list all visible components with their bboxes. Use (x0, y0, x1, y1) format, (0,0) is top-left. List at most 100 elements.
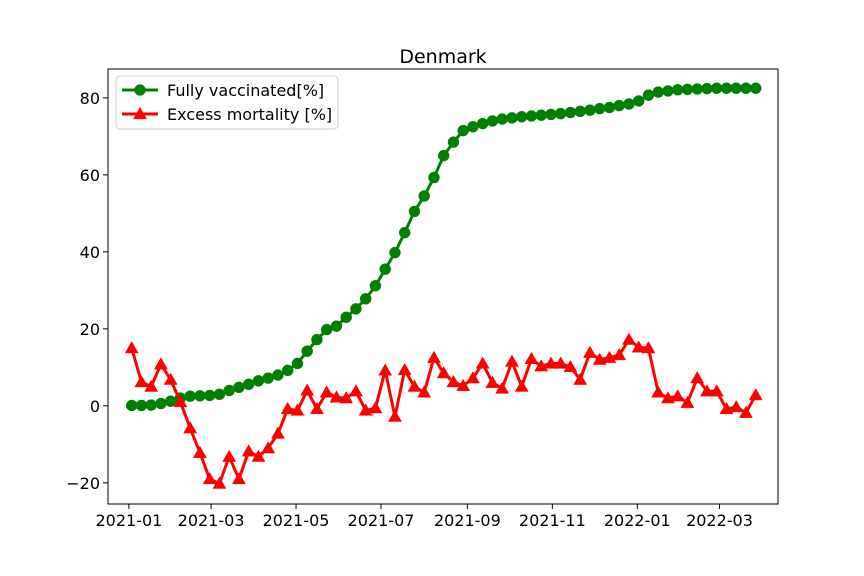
x-tick-label: 2021-09 (434, 511, 501, 530)
data-point-circle (730, 82, 742, 94)
data-point-triangle (748, 388, 763, 401)
data-point-triangle (397, 363, 412, 376)
data-point-triangle (193, 445, 207, 458)
data-point-triangle (592, 352, 607, 365)
data-point-circle (125, 399, 138, 412)
data-point-triangle (339, 391, 354, 404)
data-point-circle (369, 279, 382, 292)
data-point-circle (506, 112, 518, 124)
data-point-circle (320, 323, 333, 336)
legend-marker (134, 84, 146, 96)
data-point-circle (350, 303, 362, 315)
data-point-circle (720, 82, 733, 94)
chart-title: Denmark (399, 46, 486, 68)
data-point-triangle (202, 471, 217, 485)
data-point-triangle (222, 449, 237, 462)
data-point-circle (233, 381, 245, 394)
data-point-circle (574, 105, 586, 118)
data-point-circle (710, 82, 723, 94)
y-tick-label: 0 (90, 397, 100, 416)
legend-item: Excess mortality [%] (122, 105, 332, 124)
data-point-circle (632, 95, 645, 107)
x-tick-label: 2021-07 (348, 511, 415, 530)
data-point-circle (564, 106, 577, 119)
x-tick-label: 2021-11 (519, 511, 586, 530)
data-point-triangle (583, 345, 597, 358)
data-point-triangle (670, 389, 685, 402)
data-point-circle (291, 357, 304, 370)
data-point-circle (740, 82, 752, 94)
data-point-triangle (144, 379, 159, 392)
data-point-circle (496, 113, 508, 125)
data-point-circle (681, 83, 694, 96)
data-point-triangle (680, 395, 695, 408)
data-point-circle (398, 226, 411, 239)
data-point-circle (379, 263, 391, 275)
data-point-triangle (154, 357, 168, 370)
data-point-triangle (232, 471, 246, 485)
data-point-triangle (124, 341, 139, 354)
data-point-circle (662, 85, 674, 97)
data-point-triangle (134, 374, 149, 388)
data-point-circle (545, 108, 557, 121)
data-point-triangle (446, 374, 461, 388)
x-tick-label: 2022-03 (686, 511, 753, 530)
data-point-circle (242, 378, 255, 391)
data-point-circle (340, 311, 352, 324)
data-point-triangle (690, 371, 705, 384)
data-point-circle (701, 82, 713, 95)
legend-item: Fully vaccinated[%] (122, 81, 324, 100)
data-point-triangle (661, 391, 675, 404)
data-point-triangle (719, 401, 734, 415)
series-line (131, 86, 756, 407)
data-point-triangle (485, 375, 500, 388)
data-point-triangle (261, 441, 276, 454)
data-point-circle (476, 117, 489, 130)
data-point-triangle (466, 371, 480, 384)
data-point-triangle (612, 348, 627, 361)
data-point-triangle (407, 379, 422, 392)
data-point-circle (262, 372, 274, 384)
data-point-triangle (163, 372, 178, 385)
data-point-triangle (475, 356, 490, 369)
data-point-circle (194, 390, 206, 402)
data-point-triangle (310, 401, 324, 415)
data-point-circle (223, 384, 235, 397)
y-tick-label: 40 (80, 243, 100, 262)
plot-area (107, 68, 779, 505)
data-point-triangle (573, 372, 588, 385)
data-point-circle (691, 83, 703, 95)
legend-label: Fully vaccinated[%] (167, 81, 324, 100)
data-point-triangle (631, 340, 646, 353)
data-point-circle (428, 171, 440, 184)
data-point-triangle (495, 381, 510, 394)
data-point-circle (252, 375, 265, 387)
data-point-circle (652, 86, 664, 98)
data-point-triangle (427, 350, 441, 363)
data-point-circle (437, 149, 450, 162)
data-point-circle (135, 399, 148, 412)
y-tick-label: 80 (80, 89, 100, 108)
legend: Fully vaccinated[%] Excess mortality [%] (115, 75, 339, 130)
data-point-triangle (388, 409, 402, 422)
data-point-circle (584, 104, 596, 116)
series-fully-vaccinated (125, 82, 762, 412)
data-point-circle (272, 369, 284, 381)
data-point-triangle (553, 356, 568, 369)
data-point-triangle (212, 476, 227, 489)
legend-box (115, 75, 339, 130)
data-point-circle (359, 293, 372, 305)
data-point-triangle (436, 366, 451, 379)
data-point-triangle (651, 385, 666, 398)
legend-label: Excess mortality [%] (167, 105, 332, 124)
data-point-triangle (729, 399, 744, 413)
y-tick-label: 20 (80, 320, 100, 339)
data-point-triangle (417, 385, 432, 398)
data-point-circle (447, 136, 460, 148)
data-point-circle (642, 89, 655, 101)
data-point-circle (515, 110, 528, 123)
data-point-triangle (241, 444, 256, 457)
data-point-triangle (251, 449, 266, 462)
data-point-triangle (300, 383, 315, 396)
